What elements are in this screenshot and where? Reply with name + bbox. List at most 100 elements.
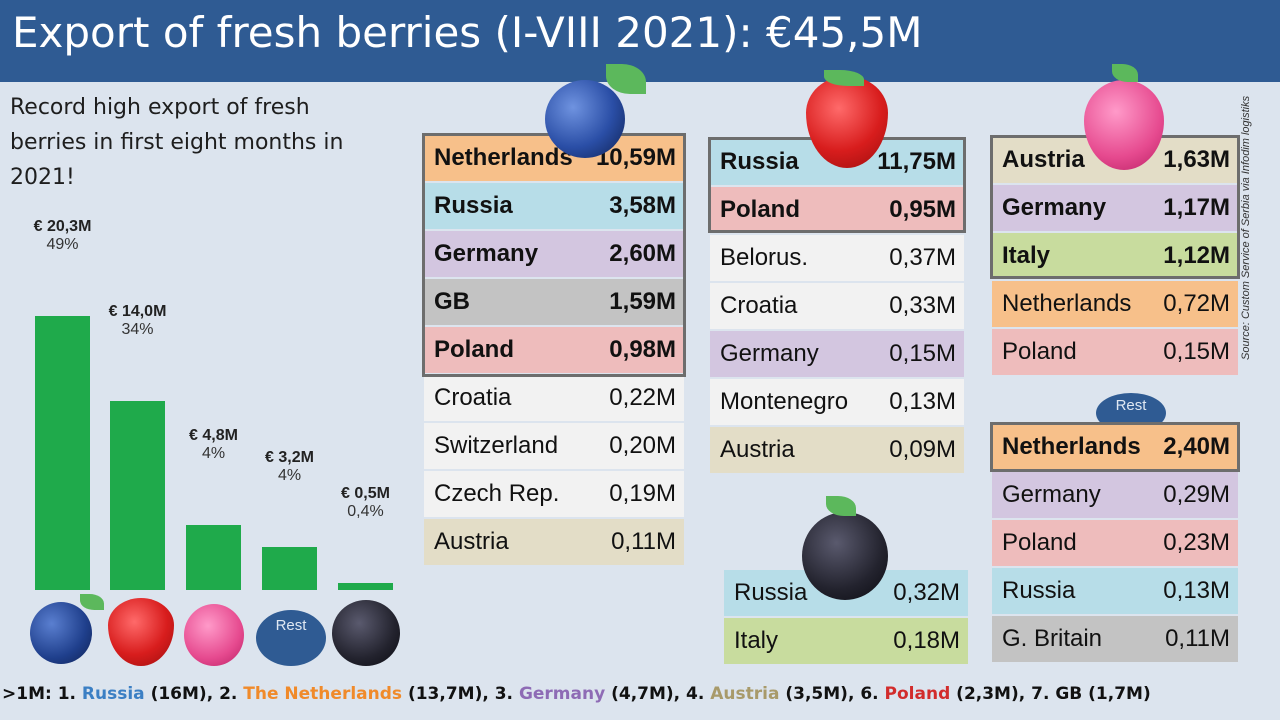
country-label: Austria <box>434 528 509 555</box>
bar-value-label: € 20,3M <box>33 218 92 235</box>
table-row: Croatia 0,22M <box>424 375 684 421</box>
blackberry-icon <box>332 600 400 666</box>
value-label: 0,11M <box>1165 625 1230 652</box>
country-label: Belorus. <box>720 244 809 271</box>
bar-label: € 14,0M 34% <box>78 303 198 339</box>
bar-blackberry <box>338 583 393 590</box>
leaf-icon <box>80 594 104 610</box>
bar-value-label: € 0,5M <box>341 485 390 503</box>
leaf-icon <box>606 64 646 94</box>
table-row: Germany 0,29M <box>992 472 1238 518</box>
bar-value-label: € 3,2M <box>265 448 314 466</box>
table-row: Netherlands 2,40M <box>992 424 1238 470</box>
table-row: Italy 1,12M <box>992 233 1238 279</box>
country-label: Poland <box>434 336 515 363</box>
value-label: 1,63M <box>1163 146 1230 173</box>
value-label: 0,15M <box>889 340 956 367</box>
value-label: 0,98M <box>609 336 676 363</box>
leaf-icon <box>824 70 864 86</box>
bar-share-label: 34% <box>121 321 154 339</box>
footer-text: (2,3M), 7. GB (1,7M) <box>950 684 1151 704</box>
country-label: Croatia <box>434 384 512 411</box>
country-label: Italy <box>734 627 779 654</box>
raspberry-icon <box>184 604 244 666</box>
country-label: Poland <box>1002 529 1077 556</box>
country-label: Italy <box>1002 242 1051 269</box>
bar-value-label: € 14,0M <box>108 303 167 321</box>
bar-label: € 20,3M 49% <box>3 218 123 254</box>
table-row: Austria 0,11M <box>424 519 684 565</box>
value-label: 1,12M <box>1163 242 1230 269</box>
strawberry-icon <box>108 598 174 666</box>
country-label: Germany <box>1002 194 1107 221</box>
country-label: Austria <box>1002 146 1085 173</box>
footer-text: (13,7M), 3. <box>402 684 519 704</box>
table-row: Montenegro 0,13M <box>710 379 964 425</box>
country-label: Russia <box>434 192 513 219</box>
strawberry-icon <box>806 76 888 168</box>
raspberry-icon <box>1084 80 1164 170</box>
bar-share-label: 49% <box>46 236 79 253</box>
footer-country: The Netherlands <box>243 684 403 704</box>
blueberry-icon <box>545 80 625 158</box>
table-row: Croatia 0,33M <box>710 283 964 329</box>
country-label: Poland <box>720 196 801 223</box>
footer-country: Germany <box>518 684 606 704</box>
country-label: G. Britain <box>1002 625 1103 652</box>
value-label: 0,20M <box>609 432 676 459</box>
table-row: Netherlands 0,72M <box>992 281 1238 327</box>
footer-text: (4,7M), 4. <box>605 684 711 704</box>
source-note: Source: Custom Service of Serbia via Inf… <box>1240 95 1252 360</box>
value-label: 0,29M <box>1163 481 1230 508</box>
country-label: Netherlands <box>1002 290 1132 317</box>
table-row: Germany 2,60M <box>424 231 684 277</box>
country-label: Germany <box>1002 481 1101 508</box>
value-label: 1,17M <box>1163 194 1230 221</box>
value-label: 0,13M <box>889 388 956 415</box>
country-label: Netherlands <box>434 144 573 171</box>
value-label: 0,09M <box>889 436 956 463</box>
country-label: Czech Rep. <box>434 480 560 507</box>
table-row: Russia 0,13M <box>992 568 1238 614</box>
page-title: Export of fresh berries (I-VIII 2021): €… <box>12 8 923 57</box>
value-label: 0,23M <box>1163 529 1230 556</box>
value-label: 0,18M <box>893 627 960 654</box>
table-row: Poland 0,15M <box>992 329 1238 375</box>
country-label: Croatia <box>720 292 798 319</box>
bar-raspberry <box>186 525 241 590</box>
country-label: Montenegro <box>720 388 849 415</box>
table-row: Poland 0,95M <box>710 187 964 233</box>
bar-label: € 3,2M 4% <box>230 449 350 485</box>
footer-text: (3,5M), 6. <box>779 684 885 704</box>
title-bar: Export of fresh berries (I-VIII 2021): €… <box>0 0 1280 82</box>
table-row: Belorus. 0,37M <box>710 235 964 281</box>
footer-country: Poland <box>884 684 951 704</box>
country-label: Netherlands <box>1002 433 1141 460</box>
subtitle: Record high export of fresh berries in f… <box>10 95 344 190</box>
leaf-icon <box>1112 64 1138 82</box>
value-label: 0,95M <box>889 196 956 223</box>
footer-summary: >1M: 1. Russia (16M), 2. The Netherlands… <box>0 684 1280 704</box>
blueberry-icon <box>30 602 92 664</box>
bar-blueberry <box>35 316 90 590</box>
rest-badge: Rest <box>256 610 326 666</box>
bar-share-label: 4% <box>201 445 226 463</box>
footer-country: Austria <box>710 684 780 704</box>
value-label: 2,40M <box>1163 433 1230 460</box>
country-label: Germany <box>434 240 539 267</box>
value-label: 11,75M <box>877 148 956 175</box>
country-label: Russia <box>720 148 799 175</box>
table-row: Italy 0,18M <box>724 618 968 664</box>
bar-value-label: € 4,8M <box>189 427 238 445</box>
footer-country: Russia <box>81 684 145 704</box>
footer-prefix: >1M: 1. <box>2 684 82 704</box>
country-label: GB <box>434 288 470 315</box>
bar-share-label: 0,4% <box>347 503 384 521</box>
blackberry-icon <box>802 512 888 600</box>
value-label: 2,60M <box>609 240 676 267</box>
table-row: Poland 0,98M <box>424 327 684 373</box>
leaf-icon <box>826 496 856 516</box>
bar-label: € 0,5M 0,4% <box>306 485 426 521</box>
table-row: GB 1,59M <box>424 279 684 325</box>
bar-share-label: 4% <box>277 466 302 484</box>
